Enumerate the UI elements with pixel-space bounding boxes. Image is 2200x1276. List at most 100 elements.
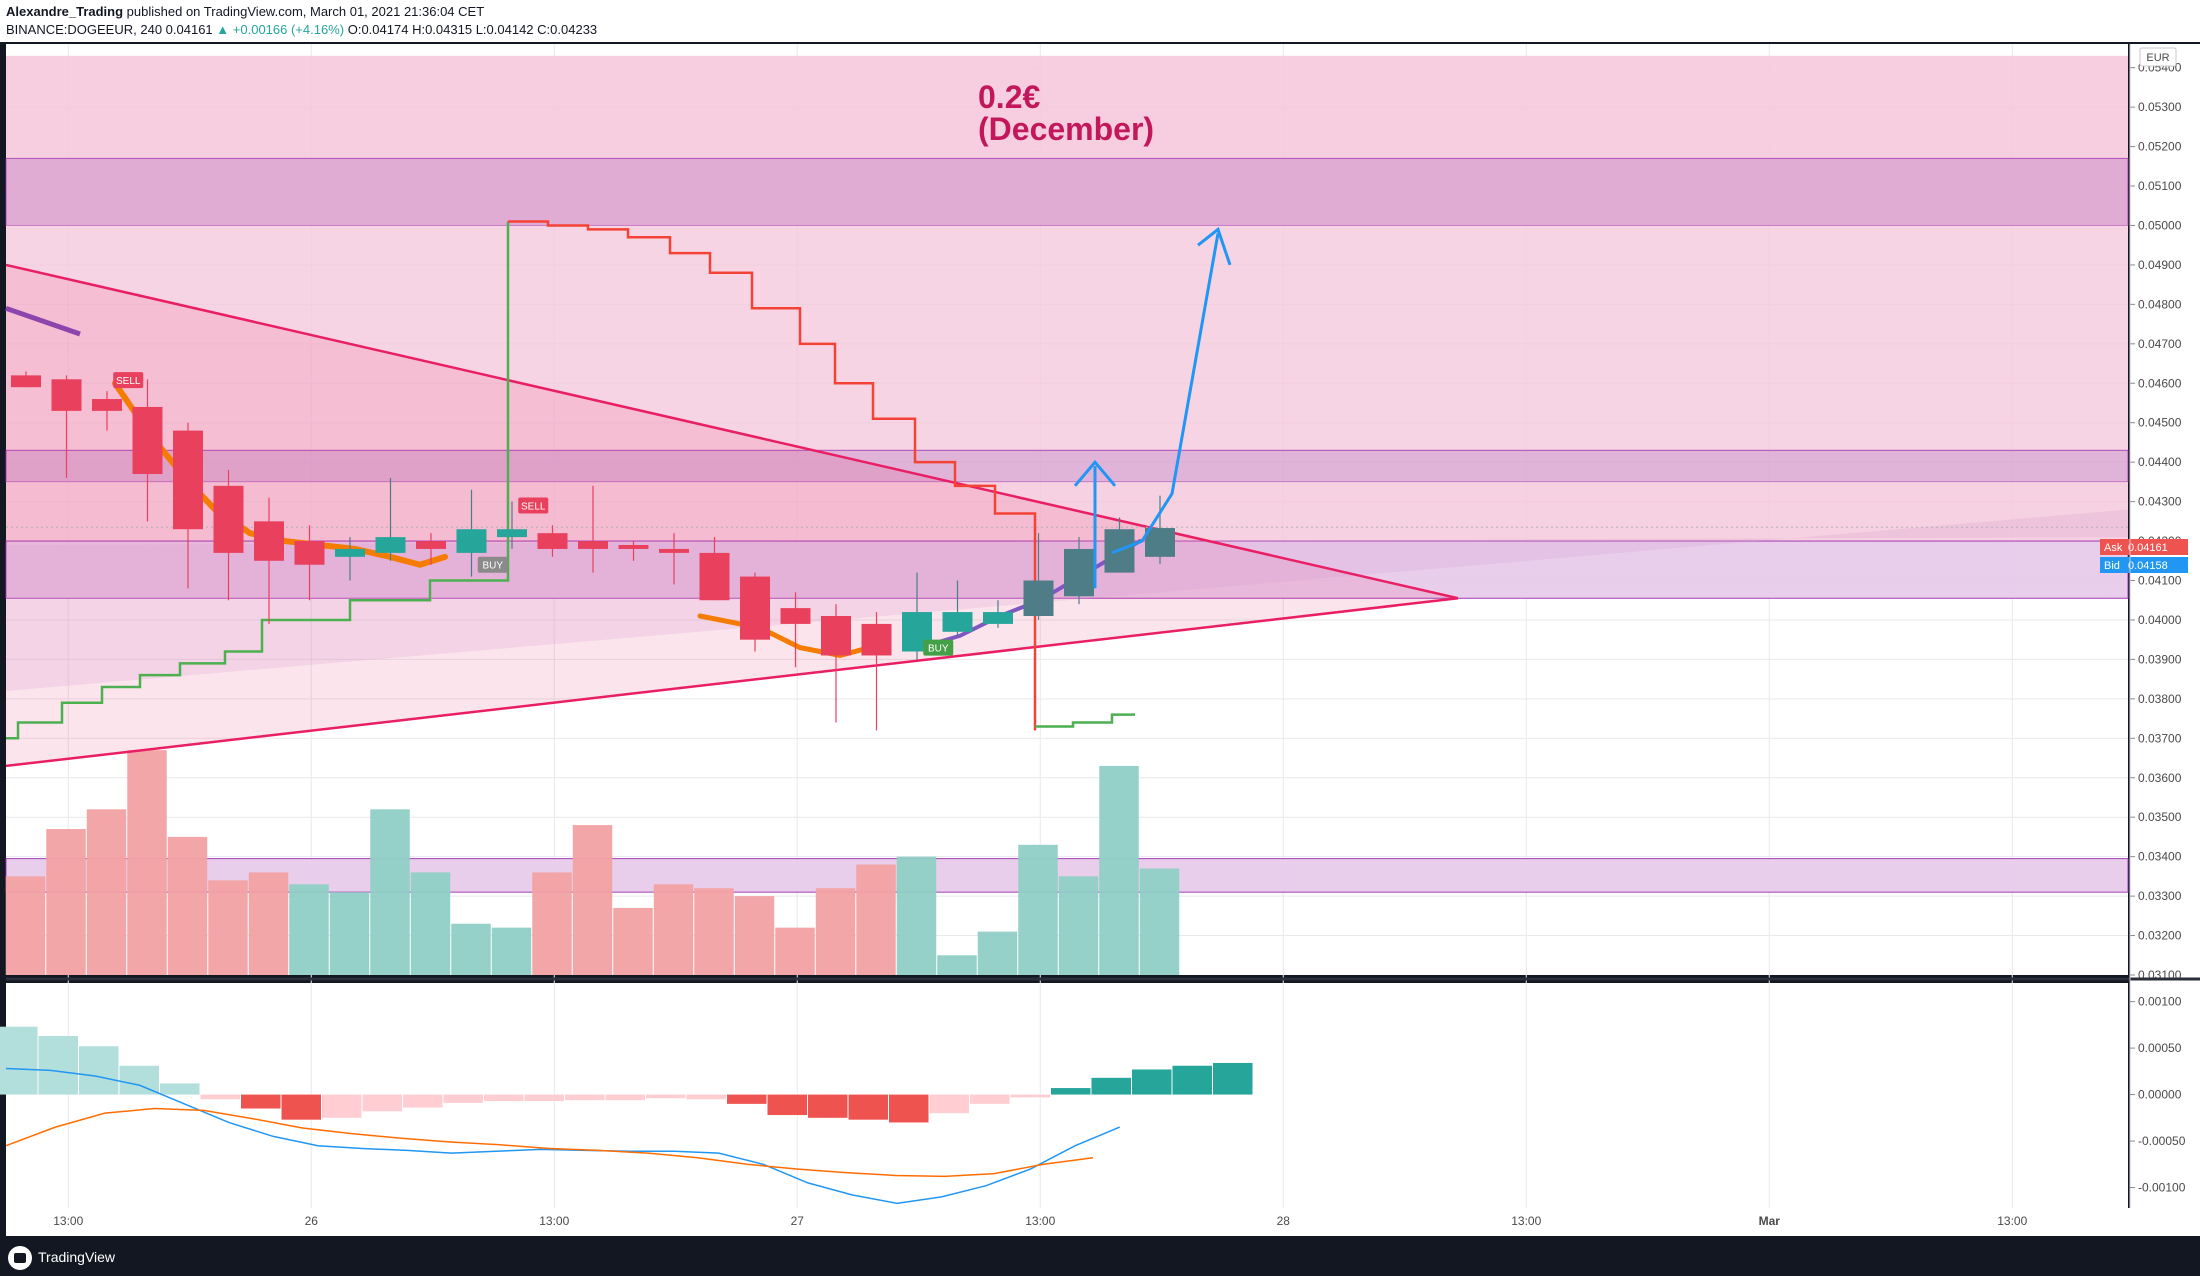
time-axis[interactable] — [6, 1208, 2130, 1236]
macd-tick-label: 0.00100 — [2138, 995, 2182, 1009]
volume-bar — [937, 955, 977, 975]
volume-bar — [572, 825, 613, 975]
candle-body[interactable] — [983, 612, 1013, 624]
candle-body[interactable] — [861, 623, 892, 656]
tradingview-logo-icon[interactable] — [8, 1246, 32, 1270]
publisher-line: Alexandre_Trading published on TradingVi… — [6, 4, 484, 19]
candle-body[interactable] — [11, 375, 41, 388]
volume-bar — [127, 750, 167, 975]
author-name[interactable]: Alexandre_Trading — [6, 4, 124, 19]
candle-body[interactable] — [254, 521, 284, 561]
candle-body[interactable] — [618, 545, 649, 549]
candle-body[interactable] — [456, 529, 487, 553]
candles — [11, 371, 1175, 731]
currency-badge[interactable]: EUR — [2139, 47, 2177, 67]
macd-histogram-bar — [524, 1094, 564, 1102]
macd-histogram-bar — [38, 1035, 78, 1095]
currency-label: EUR — [2146, 52, 2169, 64]
candle-body[interactable] — [659, 548, 689, 553]
candle-body[interactable] — [740, 576, 770, 640]
price-tick-label: 0.03400 — [2138, 850, 2182, 864]
candle-body[interactable] — [335, 548, 365, 557]
macd-histogram-bar — [241, 1094, 281, 1109]
volume-bar — [86, 809, 127, 975]
macd-histogram-bar — [119, 1065, 159, 1095]
footer-bar: TradingView — [0, 1236, 2200, 1276]
candle-body[interactable] — [578, 541, 608, 549]
candle-body[interactable] — [821, 616, 851, 656]
macd-histogram-bar — [443, 1094, 483, 1103]
price-tick-label: 0.05300 — [2138, 100, 2182, 114]
signal-badge — [518, 497, 549, 514]
forecast-arrowhead — [1197, 226, 1232, 266]
candle-body[interactable] — [51, 379, 82, 411]
price-tick-label: 0.04600 — [2138, 376, 2182, 390]
candle-body[interactable] — [497, 529, 527, 538]
sell-signal-label: SELL — [518, 497, 549, 514]
ascending-trendline[interactable] — [5, 597, 1459, 768]
time-tick-label: 13:00 — [1025, 1214, 1055, 1228]
volume-bar — [167, 836, 208, 975]
volume-bar — [329, 892, 370, 975]
forecast-arrows — [1073, 226, 1232, 589]
resistance-zone-low — [6, 481, 2128, 542]
symbol-line: BINANCE:DOGEEUR, 240 0.04161 ▲ +0.00166 … — [6, 22, 597, 37]
candle-body[interactable] — [92, 399, 122, 411]
breakout-arrowhead — [1073, 459, 1117, 487]
macd-histogram-bar — [727, 1094, 767, 1104]
signal-label-text: SELL — [521, 502, 546, 513]
candle-body[interactable] — [213, 485, 244, 553]
candle-body[interactable] — [173, 430, 203, 530]
macd-tick-label: -0.00050 — [2138, 1134, 2186, 1148]
descending-trendline[interactable] — [5, 263, 1459, 600]
last-price: 0.04161 — [165, 22, 213, 37]
symbol-name[interactable]: BINANCE:DOGEEUR, 240 — [6, 22, 163, 37]
bid-tag-bg — [2100, 557, 2188, 573]
macd-tick-label: 0.00050 — [2138, 1041, 2182, 1055]
candle-body[interactable] — [780, 608, 811, 624]
close-value: 0.04233 — [550, 22, 598, 37]
candle-body[interactable] — [942, 612, 973, 632]
wedge-fill — [6, 509, 2128, 691]
candle-body[interactable] — [375, 537, 406, 553]
price-tick-label: 0.04000 — [2138, 613, 2182, 627]
candle-body[interactable] — [1023, 580, 1054, 617]
price-tick-label: 0.04700 — [2138, 337, 2182, 351]
volume-bar — [856, 864, 896, 975]
macd-histogram-bar — [281, 1094, 321, 1120]
trailing-stop-green — [6, 221, 510, 740]
candle-body[interactable] — [294, 541, 325, 565]
candle-body[interactable] — [1064, 548, 1094, 597]
candle-body[interactable] — [416, 541, 446, 549]
candle-body[interactable] — [132, 406, 163, 474]
macd-histogram-bar — [646, 1094, 686, 1099]
volume-bar — [977, 931, 1018, 975]
macd-histogram-bar — [929, 1094, 969, 1114]
trendlines — [5, 263, 2128, 768]
candle-body[interactable] — [537, 533, 568, 549]
macd-line — [5, 1067, 1121, 1205]
tradingview-brand[interactable]: TradingView — [38, 1249, 116, 1265]
volume-bar — [5, 876, 46, 975]
price-tick-label: 0.04500 — [2138, 416, 2182, 430]
signal-label-text: BUY — [482, 561, 503, 572]
time-tick-label: 26 — [305, 1214, 319, 1228]
forecast-arrow-path[interactable] — [1111, 233, 1220, 555]
candle-body[interactable] — [699, 552, 730, 601]
candle-body[interactable] — [1145, 528, 1175, 557]
macd-histogram-bar — [565, 1094, 605, 1101]
target-band — [5, 157, 2129, 226]
macd-histogram-bar — [767, 1094, 807, 1116]
price-tick-label: 0.03900 — [2138, 652, 2182, 666]
volume-bar — [653, 884, 694, 975]
time-tick-label: 13:00 — [539, 1214, 569, 1228]
price-tick-label: 0.04800 — [2138, 297, 2182, 311]
trailing-stop-red — [508, 220, 1037, 731]
price-tick-label: 0.03700 — [2138, 731, 2182, 745]
macd-histogram-bar — [686, 1094, 726, 1100]
bid-value: 0.04158 — [2128, 560, 2168, 572]
volume-bar — [694, 888, 734, 975]
price-axis[interactable] — [2130, 44, 2200, 1236]
